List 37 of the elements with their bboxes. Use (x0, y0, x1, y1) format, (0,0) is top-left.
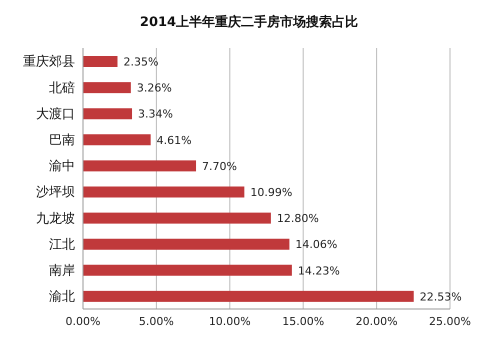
data-label: 14.06% (295, 238, 338, 252)
data-label: 4.61% (156, 134, 192, 147)
bar (83, 82, 131, 94)
bar (83, 134, 151, 146)
y-tick-label: 大渡口 (36, 106, 75, 122)
bar (83, 56, 118, 67)
x-tick-label: 15.00% (282, 314, 324, 328)
x-tick-label: 25.00% (429, 314, 471, 328)
data-label: 3.34% (138, 108, 173, 121)
data-label: 14.23% (298, 264, 340, 278)
data-label: 3.26% (136, 82, 172, 95)
bar (83, 212, 271, 224)
y-tick-label: 渝中 (49, 159, 75, 174)
data-label: 12.80% (276, 212, 319, 226)
bar (83, 108, 132, 120)
y-tick-label: 巴南 (49, 132, 75, 148)
data-label: 7.70% (202, 160, 237, 173)
x-tick-label: 10.00% (208, 314, 251, 328)
x-tick-label: 0.00% (66, 314, 100, 328)
bar (83, 238, 290, 250)
y-tick-label: 九龙坡 (36, 211, 75, 226)
y-tick-label: 北碚 (49, 80, 75, 96)
y-tick-label: 重庆郊县 (23, 54, 75, 70)
x-tick-label: 5.00% (138, 314, 174, 328)
data-label: 2.35% (124, 56, 158, 68)
bar (83, 160, 196, 172)
x-tick-label: 20.00% (356, 314, 398, 328)
y-tick-label: 江北 (49, 237, 75, 252)
y-tick-label: 渝北 (49, 290, 75, 305)
chart-title: 2014上半年重庆二手房市场搜索占比 (138, 14, 360, 32)
bar (83, 186, 244, 198)
bar (83, 290, 414, 302)
y-tick-label: 南岸 (49, 263, 75, 278)
bar (83, 264, 292, 276)
data-label: 10.99% (250, 186, 292, 199)
data-label: 22.53% (420, 290, 462, 304)
y-tick-label: 沙坪坝 (36, 185, 75, 200)
